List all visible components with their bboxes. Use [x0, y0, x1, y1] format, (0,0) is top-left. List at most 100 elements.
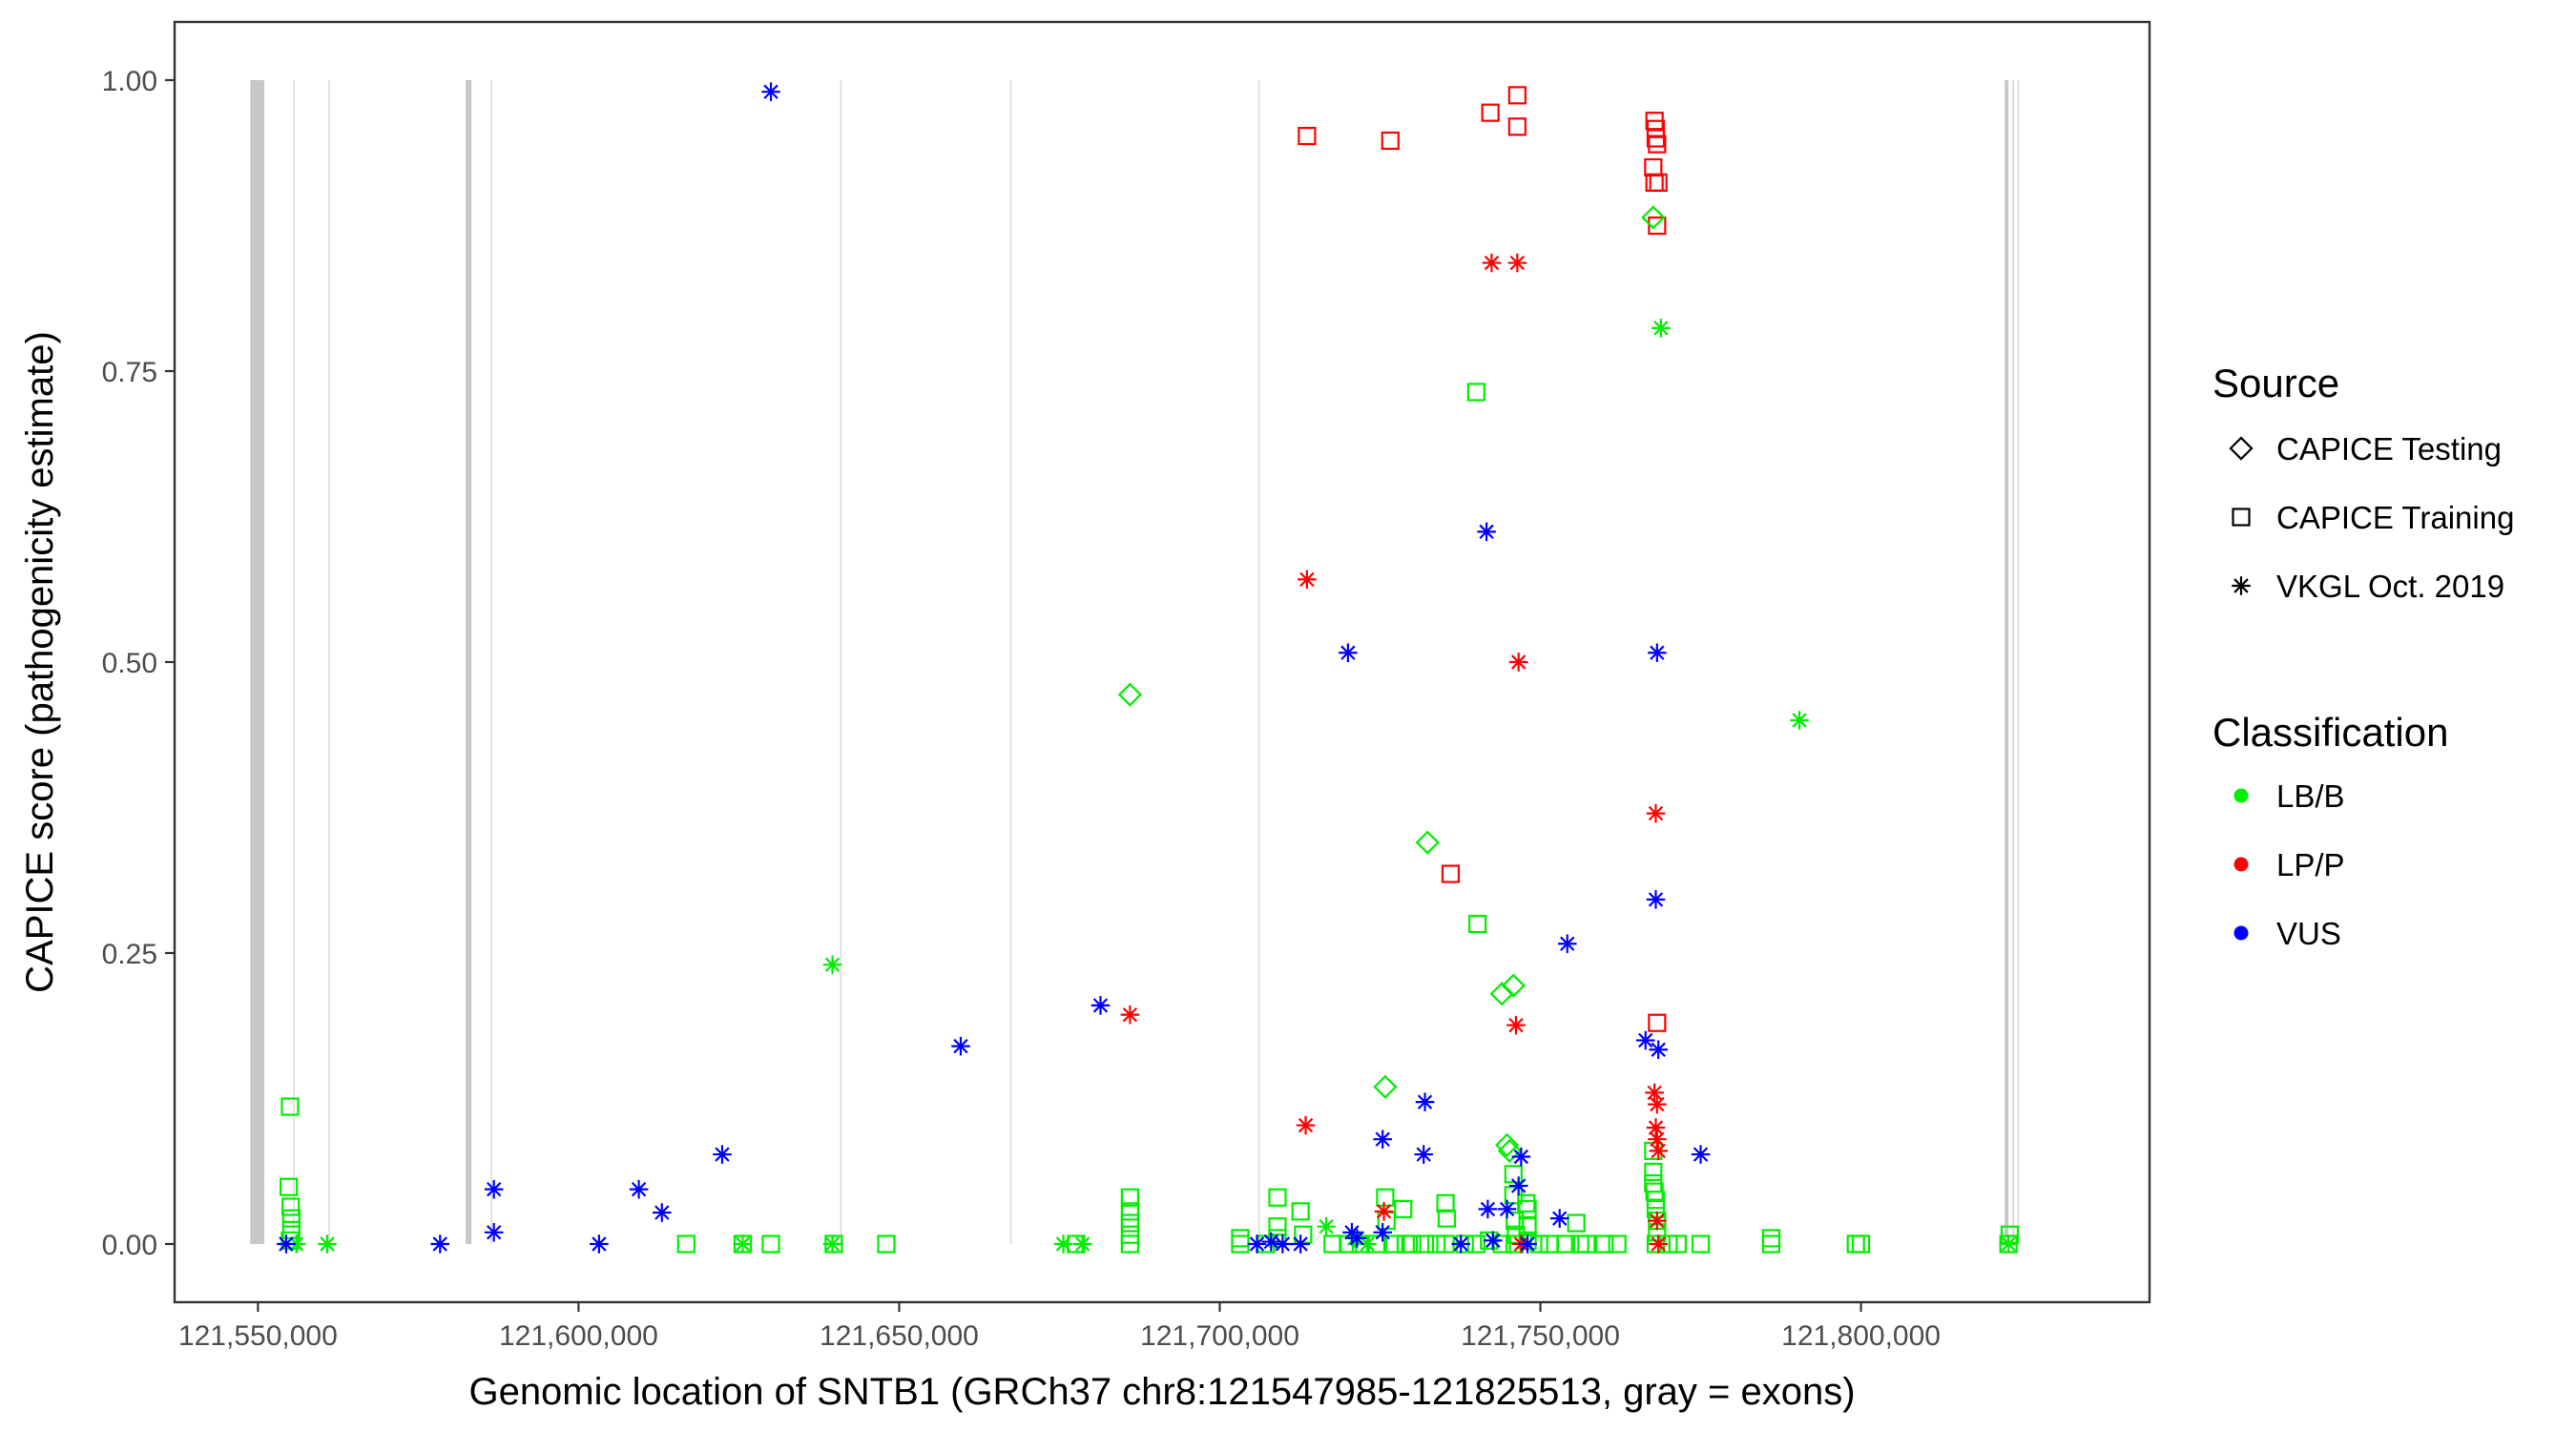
- x-tick-label: 121,800,000: [1781, 1320, 1941, 1352]
- x-axis: 121,550,000 121,600,000 121,650,000 121,700…: [178, 1302, 1941, 1352]
- data-point: [1466, 383, 1485, 402]
- data-point: [1507, 117, 1527, 136]
- data-point: [281, 1197, 301, 1216]
- data-point: [1120, 1213, 1139, 1233]
- data-point: [1508, 1176, 1528, 1195]
- data-point: [1120, 1005, 1140, 1025]
- data-point: [1484, 1231, 1503, 1251]
- y-tick-label: 1.00: [102, 66, 157, 97]
- data-point: [1376, 1188, 1395, 1207]
- data-point: [1291, 1234, 1310, 1254]
- data-point: [1635, 1030, 1655, 1050]
- data-point: [277, 1234, 296, 1254]
- data-point: [1268, 1217, 1287, 1236]
- data-point: [1415, 1234, 1435, 1254]
- data-point: [1646, 119, 1666, 138]
- data-point: [1511, 1147, 1531, 1167]
- data-point: [1652, 319, 1671, 338]
- data-point: [1649, 1234, 1668, 1254]
- y-axis: 0.00 0.25 0.50 0.75 1.00: [102, 66, 175, 1261]
- data-point: [1507, 86, 1527, 105]
- exon-band: [250, 80, 265, 1244]
- data-point: [1339, 643, 1358, 663]
- data-point: [1120, 1234, 1139, 1254]
- series: [1117, 205, 1666, 1164]
- y-tick-label: 0.50: [102, 648, 157, 679]
- x-tick-label: 121,750,000: [1461, 1320, 1620, 1352]
- legend-class-title: Classification: [2212, 710, 2448, 755]
- series: [277, 82, 1711, 1254]
- data-point: [1648, 135, 1667, 154]
- data-point: [1790, 711, 1809, 730]
- x-tick-label: 121,600,000: [499, 1320, 658, 1352]
- data-point: [1518, 1199, 1537, 1219]
- data-point: [1347, 1229, 1367, 1248]
- data-point: [1117, 682, 1143, 707]
- data-point: [1761, 1229, 1781, 1248]
- legend-source-label: CAPICE Training: [2276, 500, 2514, 535]
- data-point: [676, 1234, 696, 1254]
- data-point: [1451, 1234, 1470, 1254]
- y-tick-label: 0.25: [102, 939, 157, 970]
- data-point: [1482, 253, 1502, 273]
- data-point: [1648, 1211, 1667, 1231]
- data-point: [1646, 890, 1666, 909]
- data-point: [1999, 1234, 2018, 1254]
- data-point: [1091, 996, 1111, 1015]
- exon-band: [328, 80, 330, 1244]
- data-point: [430, 1234, 450, 1254]
- legend-source-key: [2229, 436, 2254, 461]
- data-point: [1851, 1234, 1871, 1254]
- data-point: [1506, 1015, 1526, 1035]
- data-point: [1668, 1234, 1687, 1254]
- data-point: [280, 1097, 300, 1116]
- x-axis-title: Genomic location of SNTB1 (GRCh37 chr8:1…: [468, 1371, 1855, 1413]
- exon-band: [2017, 80, 2020, 1244]
- data-point: [1373, 1223, 1392, 1242]
- data-point: [1414, 1145, 1433, 1164]
- data-point: [1436, 1193, 1455, 1213]
- data-point: [1268, 1229, 1287, 1248]
- data-point: [1415, 830, 1440, 855]
- data-point: [280, 1177, 299, 1196]
- data-point: [1468, 914, 1487, 934]
- exon-band: [293, 80, 295, 1244]
- legend-source-key: [2232, 576, 2251, 595]
- data-point: [484, 1223, 504, 1242]
- data-point: [1645, 1083, 1664, 1103]
- data-point: [1646, 129, 1666, 148]
- legend-source-label: VKGL Oct. 2019: [2276, 569, 2504, 604]
- data-point: [1478, 1199, 1498, 1219]
- data-point: [1381, 131, 1400, 151]
- data-point: [1648, 1094, 1667, 1114]
- data-point: [1507, 253, 1527, 273]
- data-point: [1649, 1141, 1668, 1161]
- data-point: [1402, 1234, 1422, 1254]
- exon-band: [840, 80, 842, 1244]
- data-point: [822, 955, 842, 974]
- data-point: [1298, 570, 1317, 590]
- data-point: [1648, 1013, 1667, 1032]
- data-point: [1291, 1202, 1310, 1221]
- data-point: [951, 1036, 970, 1056]
- data-point: [1648, 1130, 1667, 1149]
- exon-band: [1257, 80, 1260, 1244]
- data-points: [277, 82, 2020, 1254]
- exon-band: [1009, 80, 1012, 1244]
- data-point: [1649, 173, 1668, 192]
- data-point: [1497, 1199, 1517, 1219]
- exon-band: [466, 80, 472, 1244]
- data-point: [1595, 1234, 1614, 1254]
- data-point: [1373, 1074, 1398, 1099]
- legend-source-entries: CAPICE Testing CAPICE Training VKGL Oct. 2…: [2229, 431, 2514, 604]
- data-point: [1691, 1234, 1711, 1254]
- exon-bands: [250, 80, 2020, 1244]
- legend-source-key: [2232, 508, 2251, 527]
- data-point: [1644, 157, 1663, 177]
- data-point: [1644, 1162, 1663, 1181]
- data-point: [1557, 934, 1577, 954]
- data-point: [1374, 1202, 1394, 1221]
- data-point: [281, 1209, 301, 1228]
- data-point: [1646, 1191, 1666, 1210]
- data-point: [1298, 126, 1317, 146]
